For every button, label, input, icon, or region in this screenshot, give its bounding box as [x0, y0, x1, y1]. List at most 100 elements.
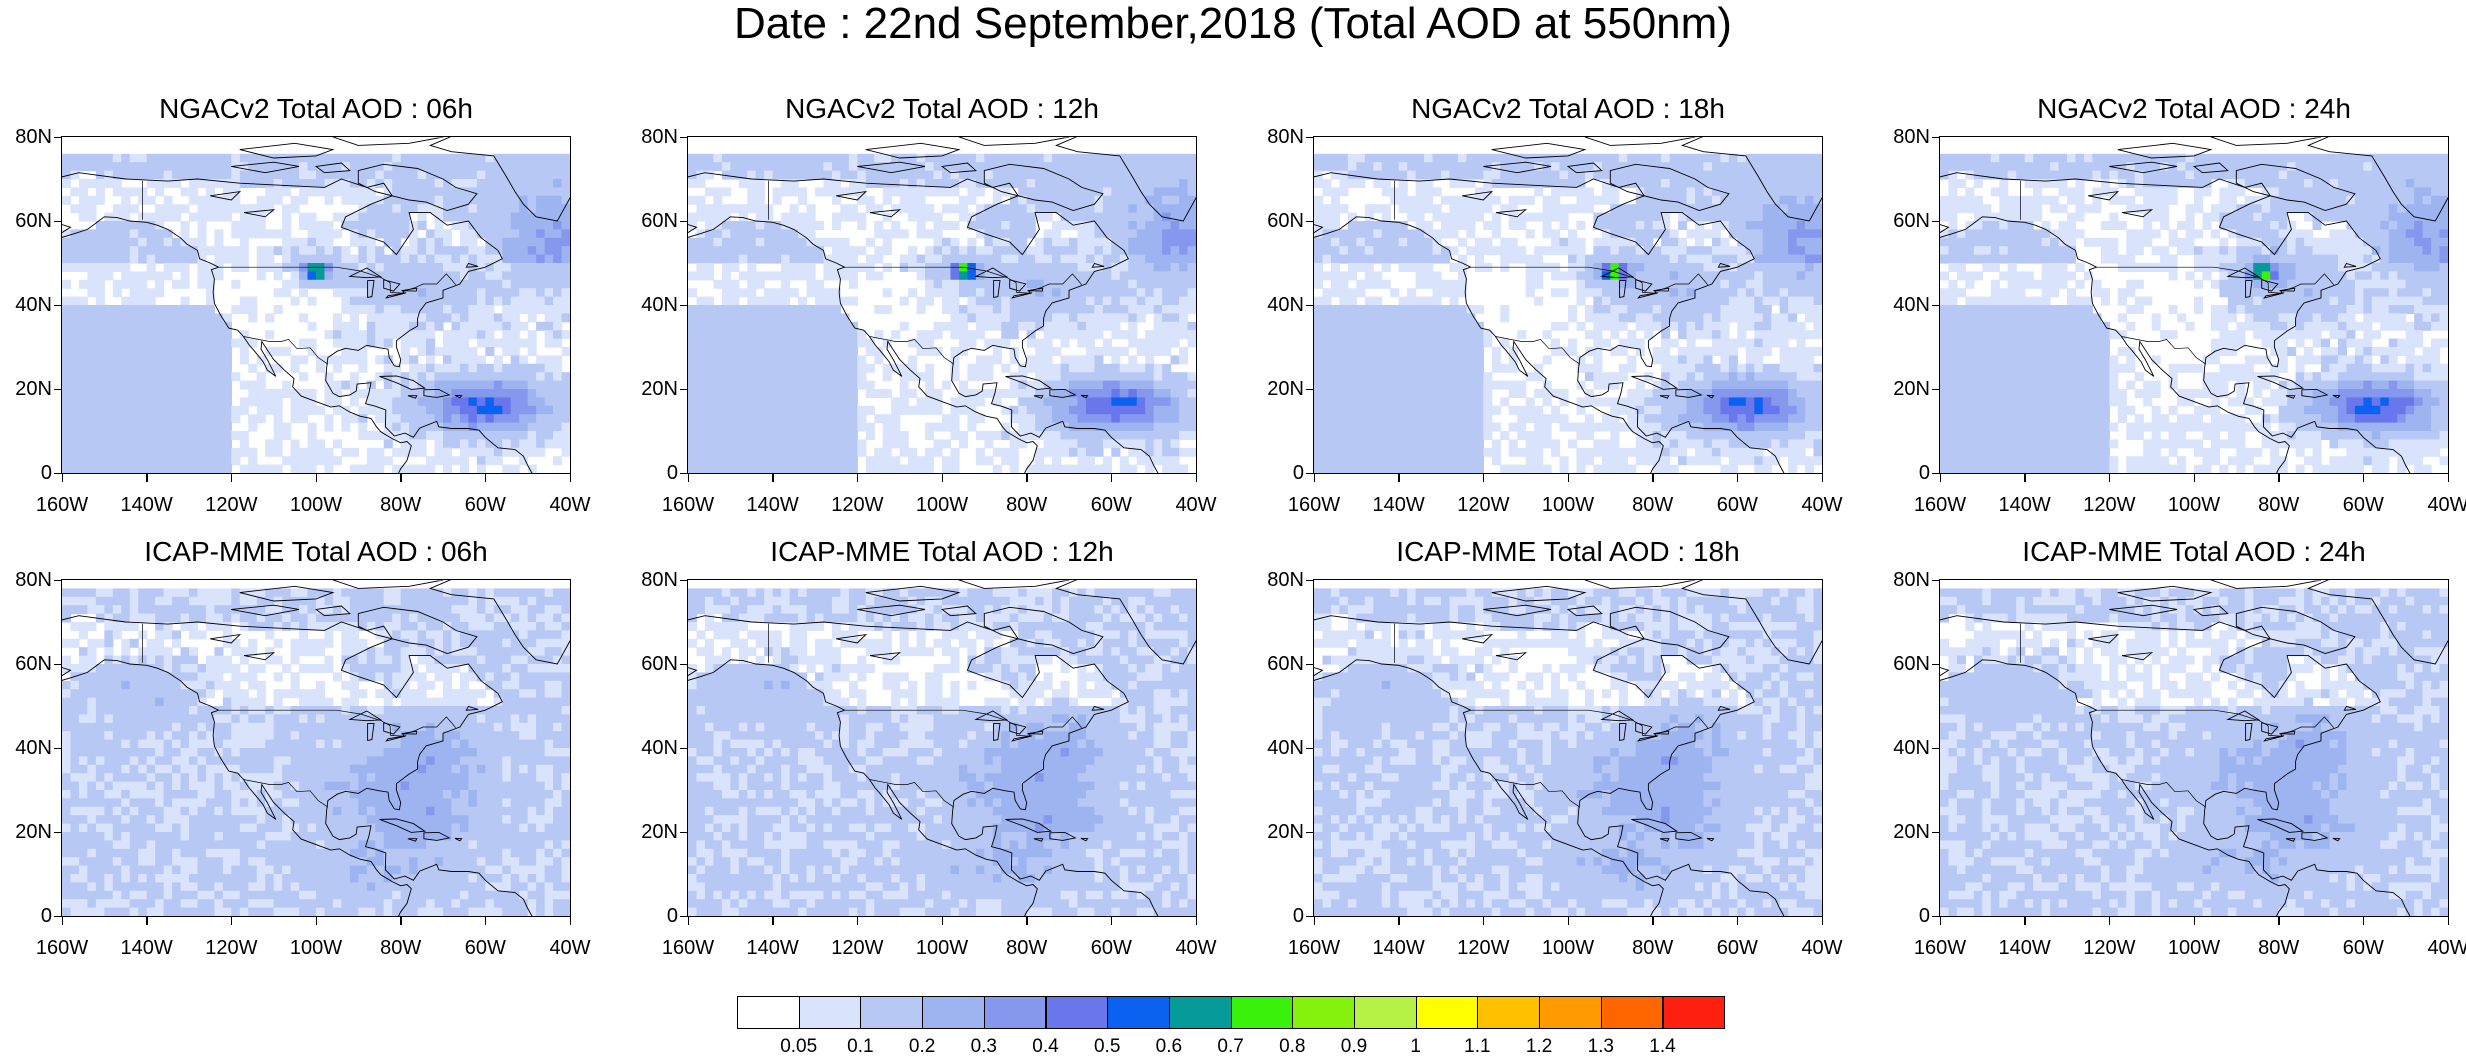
colorbar-swatch	[1292, 996, 1355, 1029]
lat-tick-mark	[680, 137, 688, 139]
aod-field	[688, 137, 1196, 473]
lon-tick-mark	[1568, 917, 1570, 925]
map-panel	[62, 137, 570, 473]
lon-tick-label: 140W	[738, 495, 808, 515]
lon-tick-label: 80W	[366, 495, 436, 515]
lon-tick-mark	[1737, 474, 1739, 482]
lon-tick-mark	[1398, 474, 1400, 482]
lon-tick-label: 60W	[2328, 495, 2398, 515]
lat-tick-label: 60N	[0, 654, 52, 674]
lat-tick-label: 40N	[1250, 738, 1304, 758]
colorbar-swatch	[1539, 996, 1602, 1029]
lon-tick-mark	[1026, 474, 1028, 482]
lat-tick-mark	[680, 580, 688, 582]
lat-tick-label: 60N	[1250, 211, 1304, 231]
lat-tick-mark	[1932, 305, 1940, 307]
lon-tick-mark	[2278, 917, 2280, 925]
panel-title: ICAP-MME Total AOD : 18h	[1314, 538, 1822, 566]
lat-tick-label: 60N	[624, 211, 678, 231]
lat-tick-label: 0	[1250, 906, 1304, 926]
lon-tick-label: 100W	[1533, 938, 1603, 958]
lon-tick-mark	[2363, 474, 2365, 482]
lat-tick-label: 60N	[1250, 654, 1304, 674]
colorbar-label: 1.3	[1571, 1037, 1631, 1056]
lon-tick-mark	[1822, 917, 1824, 925]
lon-tick-mark	[2194, 917, 2196, 925]
lon-tick-mark	[1940, 474, 1942, 482]
figure-title: Date : 22nd September,2018 (Total AOD at…	[0, 2, 2466, 46]
lon-tick-mark	[1652, 917, 1654, 925]
lon-tick-label: 160W	[1905, 938, 1975, 958]
lon-tick-label: 140W	[1990, 938, 2060, 958]
panel-title: ICAP-MME Total AOD : 24h	[1940, 538, 2448, 566]
lon-tick-label: 120W	[822, 938, 892, 958]
lat-tick-label: 60N	[1876, 211, 1930, 231]
colorbar-label: 0.3	[954, 1037, 1014, 1056]
lon-tick-label: 160W	[653, 495, 723, 515]
lon-tick-label: 140W	[112, 495, 182, 515]
lon-tick-label: 120W	[1448, 495, 1518, 515]
lon-tick-mark	[1652, 474, 1654, 482]
lat-tick-mark	[1306, 221, 1314, 223]
map-panel	[688, 137, 1196, 473]
aod-field	[1314, 137, 1822, 473]
lon-tick-mark	[146, 917, 148, 925]
lon-tick-mark	[942, 474, 944, 482]
lon-tick-label: 80W	[2244, 938, 2314, 958]
aod-field	[1940, 137, 2448, 473]
lat-tick-label: 80N	[624, 570, 678, 590]
lon-tick-mark	[1737, 917, 1739, 925]
lon-tick-label: 120W	[196, 938, 266, 958]
panel-title: NGACv2 Total AOD : 06h	[62, 95, 570, 123]
colorbar-swatch	[860, 996, 923, 1029]
lon-tick-mark	[316, 917, 318, 925]
lon-tick-label: 140W	[1990, 495, 2060, 515]
colorbar-swatch	[1046, 996, 1109, 1029]
colorbar-swatch	[1601, 996, 1664, 1029]
lon-tick-mark	[2194, 474, 2196, 482]
lat-tick-label: 20N	[1250, 822, 1304, 842]
lat-tick-label: 60N	[1876, 654, 1930, 674]
lon-tick-label: 80W	[992, 495, 1062, 515]
lon-tick-mark	[485, 917, 487, 925]
colorbar-swatch	[1107, 996, 1170, 1029]
aod-grid-cells	[1314, 588, 1822, 916]
lat-tick-mark	[680, 664, 688, 666]
lon-tick-mark	[1196, 917, 1198, 925]
lat-tick-mark	[680, 748, 688, 750]
lon-tick-mark	[857, 917, 859, 925]
lon-tick-mark	[772, 474, 774, 482]
lat-tick-label: 20N	[1876, 379, 1930, 399]
colorbar-label: 0.2	[892, 1037, 952, 1056]
lat-tick-mark	[54, 748, 62, 750]
lon-tick-label: 80W	[2244, 495, 2314, 515]
lon-tick-label: 40W	[535, 495, 605, 515]
lat-tick-mark	[54, 137, 62, 139]
lat-tick-label: 60N	[0, 211, 52, 231]
colorbar-label: 0.8	[1262, 1037, 1322, 1056]
lat-tick-label: 0	[1876, 463, 1930, 483]
aod-grid-cells	[688, 588, 1196, 916]
colorbar-swatch	[1354, 996, 1417, 1029]
colorbar-label: 0.7	[1201, 1037, 1261, 1056]
aod-field	[62, 137, 570, 473]
lon-tick-mark	[2024, 474, 2026, 482]
colorbar-swatch	[1169, 996, 1232, 1029]
colorbar-label: 0.1	[830, 1037, 890, 1056]
lon-tick-label: 100W	[907, 938, 977, 958]
lon-tick-label: 100W	[2159, 938, 2229, 958]
colorbar-swatch	[922, 996, 985, 1029]
lat-tick-label: 80N	[0, 570, 52, 590]
lon-tick-mark	[231, 474, 233, 482]
panel-title: ICAP-MME Total AOD : 06h	[62, 538, 570, 566]
lat-tick-mark	[1306, 664, 1314, 666]
lon-tick-label: 80W	[992, 938, 1062, 958]
lon-tick-mark	[570, 474, 572, 482]
lat-tick-mark	[1306, 832, 1314, 834]
lat-tick-mark	[54, 389, 62, 391]
lat-tick-label: 20N	[624, 822, 678, 842]
colorbar-label: 0.4	[1016, 1037, 1076, 1056]
lon-tick-mark	[146, 474, 148, 482]
colorbar-swatch	[1416, 996, 1479, 1029]
lat-tick-mark	[1306, 137, 1314, 139]
